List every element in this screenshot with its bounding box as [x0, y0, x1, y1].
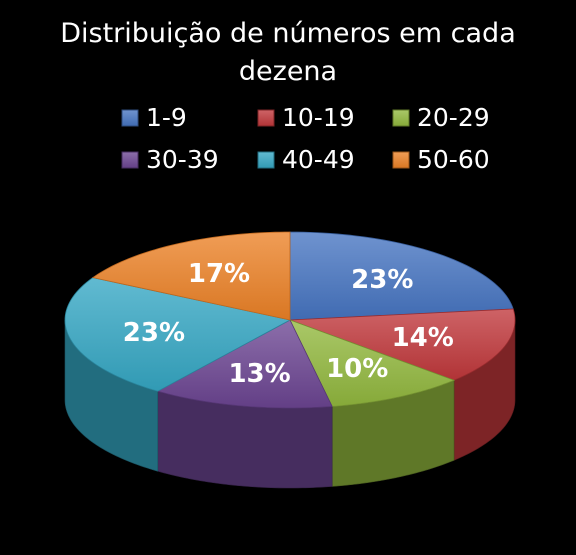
pie-slice-50-60: [91, 231, 291, 321]
legend-swatch-1-9: [121, 109, 139, 127]
pie-slice-10-19: [289, 308, 516, 381]
legend-swatch-50-60: [392, 151, 410, 169]
legend-label-10-19: 10-19: [282, 103, 355, 132]
legend-label-40-49: 40-49: [282, 145, 355, 174]
pie-slice-40-49: [64, 277, 292, 392]
legend-label-20-29: 20-29: [417, 103, 490, 132]
pie-slice-20-29: [289, 319, 456, 407]
data-label-50-60: 17%: [188, 259, 250, 289]
legend-label-30-39: 30-39: [146, 145, 219, 174]
pie: 23%14%10%13%23%17%: [64, 231, 516, 489]
legend-label-1-9: 1-9: [146, 103, 187, 132]
legend-swatch-40-49: [257, 151, 275, 169]
legend-swatch-20-29: [392, 109, 410, 127]
data-label-40-49: 23%: [123, 318, 185, 348]
data-label-1-9: 23%: [351, 265, 413, 295]
data-label-30-39: 13%: [228, 359, 290, 389]
legend-swatch-30-39: [121, 151, 139, 169]
data-label-10-19: 14%: [392, 323, 454, 353]
data-label-20-29: 10%: [326, 354, 388, 384]
pie-slice-1-9: [289, 231, 514, 321]
chart-title-line-1: Distribuição de números em cada: [60, 18, 516, 49]
pie-slice-30-39: [156, 319, 333, 409]
legend-label-50-60: 50-60: [417, 145, 490, 174]
legend-swatch-10-19: [257, 109, 275, 127]
legend: 1-9 10-19 20-29 30-39 40-49 50-60: [121, 103, 490, 174]
chart-title-line-2: dezena: [239, 56, 337, 87]
